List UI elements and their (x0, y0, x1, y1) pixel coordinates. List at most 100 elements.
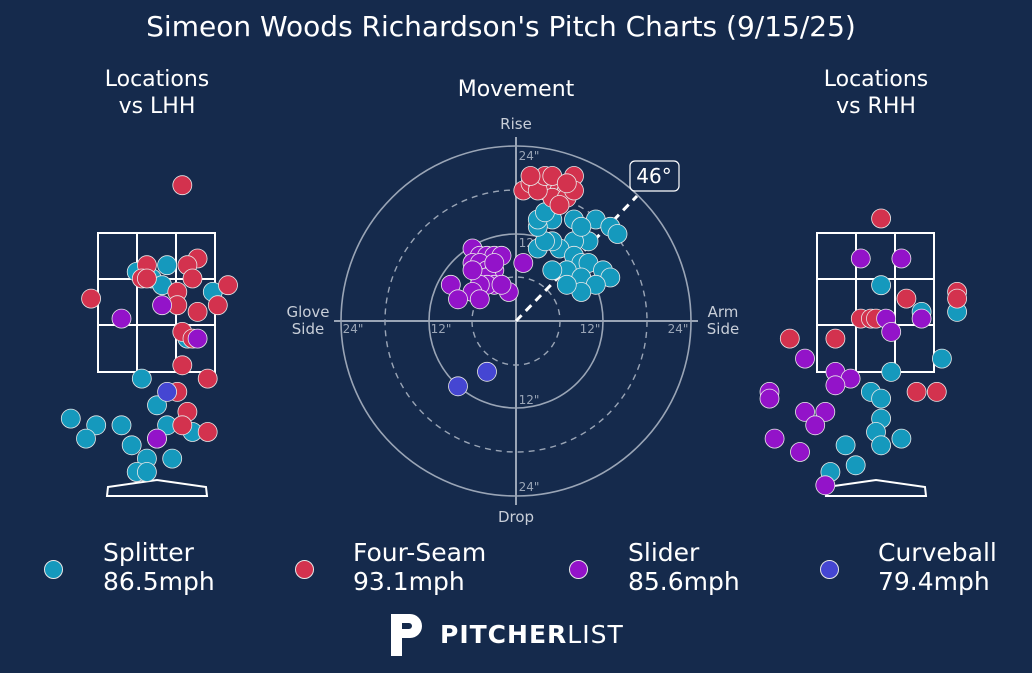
rhh-slider-point (815, 401, 836, 422)
movement-splitter-point (542, 260, 563, 281)
rhh-slider-point (795, 401, 815, 422)
chart-title: Simeon Woods Richardson's Pitch Charts (… (146, 10, 856, 43)
rhh-four-seam-point (926, 381, 947, 402)
rhh-slider-point (850, 248, 871, 269)
legend-slider-speed: 85.6mph (628, 567, 740, 596)
rhh-four-seam-point (825, 328, 846, 349)
rhh-slider-point (790, 442, 810, 462)
ring-label-left-24: 24" (343, 322, 364, 336)
rhh-slider-point (911, 308, 932, 329)
legend-four-seam-name: Four-Seam (353, 538, 487, 567)
lhh-four-seam-point (182, 268, 203, 289)
lhh-four-seam-point (136, 268, 157, 289)
movement-splitter-point (556, 274, 577, 295)
rhh-slider-point (815, 475, 836, 496)
axis-label-drop: Drop (498, 508, 534, 526)
lhh-four-seam-point (81, 288, 101, 309)
movement-four-seam-point (520, 166, 541, 186)
lhh-four-seam-point (197, 368, 218, 389)
movement-four-seam-point (549, 195, 570, 215)
rhh-splitter-point (871, 388, 891, 409)
rhh-slider-point (805, 415, 826, 436)
ring-label-bottom-24: 24" (519, 480, 540, 494)
movement-slider-point (484, 253, 505, 273)
rhh-splitter-point (871, 275, 891, 296)
movement-slider-point (491, 274, 512, 295)
legend-splitter-speed: 86.5mph (103, 567, 215, 596)
movement-splitter-point (571, 216, 592, 237)
lhh-splitter-point (162, 448, 183, 469)
rhh-splitter-point (881, 361, 902, 382)
lhh-splitter-point (157, 255, 178, 276)
ring-label-left-12: 12" (431, 322, 452, 336)
arm-angle-label: 46° (636, 164, 671, 188)
legend-slider-label: Slider 85.6mph (628, 538, 740, 596)
ring-label-right-12: 12" (580, 322, 601, 336)
lhh-splitter-point (86, 415, 107, 436)
lhh-home-plate (105, 478, 209, 497)
rhh-strike-zone (816, 232, 935, 373)
lhh-slider-point (147, 428, 167, 449)
movement-splitter-point (607, 224, 628, 244)
lhh-splitter-point (136, 462, 157, 482)
movement-slider-point (469, 289, 490, 310)
axis-label-arm-1: Arm (708, 303, 739, 321)
lhh-four-seam-point (172, 355, 193, 376)
ring-label-bottom-12: 12" (519, 393, 540, 407)
rhh-title-line1: Locations (823, 67, 929, 92)
movement-four-seam-point (556, 173, 577, 194)
lhh-splitter-point (76, 428, 96, 449)
lhh-curveball-point (157, 381, 178, 402)
rhh-slider-point (881, 321, 902, 342)
rhh-slider-point (759, 388, 780, 409)
pitcherlist-logo-icon (391, 614, 422, 656)
rhh-four-seam-point (906, 381, 927, 402)
legend-slider-name: Slider (628, 538, 700, 567)
axis-label-rise: Rise (500, 115, 532, 133)
rhh-four-seam-point (871, 208, 891, 229)
lhh-splitter-point (131, 368, 152, 389)
lhh-four-seam-point (172, 175, 193, 196)
legend-curveball-name: Curveball (878, 538, 997, 567)
rhh-four-seam-point (947, 288, 967, 309)
axis-label-glove-1: Glove (286, 303, 329, 321)
rhh-splitter-point (932, 348, 952, 369)
legend-splitter-label: Splitter 86.5mph (103, 538, 215, 596)
movement-slider-point (513, 253, 534, 273)
pitcherlist-logo-text: PITCHERLIST (440, 620, 624, 649)
logo-bold: PITCHER (440, 620, 568, 649)
ring-label-right-24: 24" (668, 322, 689, 336)
movement-curveball-point (477, 361, 497, 382)
axis-label-arm-2: Side (707, 320, 739, 338)
rhh-four-seam-point (779, 328, 800, 349)
lhh-four-seam-point (207, 295, 228, 316)
lhh-four-seam-point (197, 422, 218, 442)
lhh-splitter-point (147, 395, 167, 416)
legend-curveball-marker (820, 560, 839, 579)
rhh-splitter-point (845, 455, 866, 476)
legend-four-seam-marker (295, 560, 314, 579)
movement-slider-point (448, 289, 468, 310)
rhh-home-plate (824, 478, 928, 497)
lhh-slider-point (152, 295, 173, 316)
rhh-slider-point (764, 428, 785, 449)
rhh-splitter-point (835, 435, 856, 456)
legend-four-seam-label: Four-Seam 93.1mph (353, 538, 486, 596)
legend-slider-marker (569, 560, 588, 579)
rhh-splitter-point (871, 435, 891, 456)
lhh-four-seam-point (187, 301, 208, 322)
legend-four-seam-speed: 93.1mph (353, 567, 465, 596)
rhh-panel-title: Locations vs RHH (796, 66, 956, 120)
lhh-splitter-point (60, 408, 81, 429)
lhh-slider-point (111, 308, 132, 329)
ring-label-top-24: 24" (519, 149, 540, 163)
rhh-four-seam-point (896, 288, 917, 309)
lhh-four-seam-point (172, 415, 193, 436)
lhh-splitter-point (111, 415, 132, 436)
axis-label-glove-2: Side (292, 320, 324, 338)
legend-splitter-marker (44, 560, 63, 579)
rhh-slider-point (795, 348, 815, 369)
movement-panel-title: Movement (457, 77, 575, 102)
arm-angle-box: 46° (629, 160, 680, 192)
